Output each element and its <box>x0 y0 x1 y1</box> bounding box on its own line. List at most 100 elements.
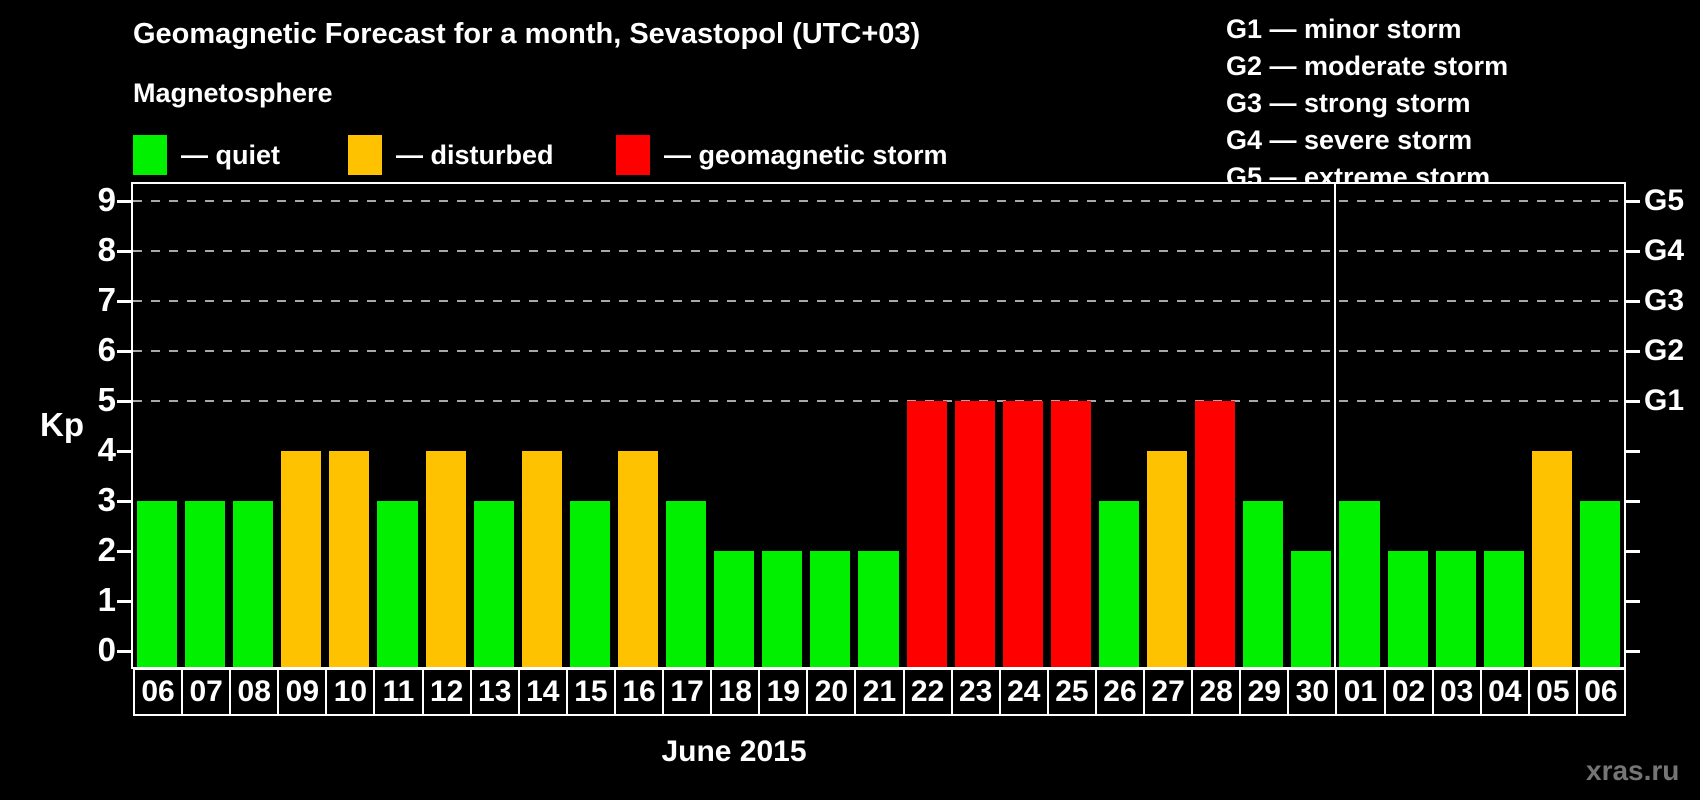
g-legend-line-3: G3 — strong storm <box>1226 88 1471 118</box>
kp-bar-day-02 <box>1387 551 1428 667</box>
gridline-kp9 <box>133 200 1624 202</box>
date-cell-label: 06 <box>141 675 175 708</box>
g-legend-line-2: G2 — moderate storm <box>1226 51 1509 81</box>
date-cell-05: 05 <box>1527 668 1578 716</box>
left-y-tick-7 <box>117 299 131 303</box>
date-cell-label: 27 <box>1151 675 1185 708</box>
kp-bar-day-18 <box>714 551 755 667</box>
date-cell-12: 12 <box>421 668 472 716</box>
date-cell-label: 09 <box>285 675 320 708</box>
date-cell-label: 14 <box>526 675 560 708</box>
date-cell-label: 07 <box>189 675 223 708</box>
right-y-tick-1 <box>1626 599 1640 603</box>
disturbed-color-swatch-icon <box>348 135 382 175</box>
kp-bar-day-06 <box>1579 501 1620 667</box>
date-cell-06: 06 <box>133 668 184 716</box>
date-cell-03: 03 <box>1431 668 1482 716</box>
date-cell-07: 07 <box>181 668 232 716</box>
kp-bar-day-15 <box>569 501 610 667</box>
date-cell-26: 26 <box>1094 668 1146 716</box>
right-y-tick-0 <box>1626 649 1640 653</box>
g-level-label-g3: G3 <box>1644 284 1685 317</box>
gridline-kp8 <box>133 250 1624 252</box>
kp-bar-day-20 <box>810 551 851 667</box>
kp-bar-day-06 <box>137 501 178 667</box>
date-cell-21: 21 <box>854 668 905 716</box>
y-tick-label-7: 7 <box>97 281 116 318</box>
date-cell-label: 03 <box>1439 675 1474 708</box>
date-cell-22: 22 <box>902 668 953 716</box>
plot-area <box>117 182 1640 669</box>
watermark: xras.ru <box>1586 755 1680 786</box>
left-y-tick-1 <box>117 599 131 603</box>
kp-bar-day-23 <box>954 401 995 667</box>
date-cell-label: 08 <box>237 675 271 708</box>
kp-bar-day-09 <box>281 451 322 667</box>
right-y-tick-2 <box>1626 549 1640 553</box>
right-y-tick-6 <box>1626 349 1640 353</box>
y-tick-label-6: 6 <box>97 331 116 368</box>
kp-bar-day-28 <box>1195 401 1236 667</box>
kp-bar-day-21 <box>858 551 899 667</box>
date-cell-label: 11 <box>382 675 415 708</box>
y-tick-label-3: 3 <box>97 481 116 518</box>
date-cell-06: 06 <box>1575 668 1626 716</box>
quiet-color-swatch-icon <box>133 135 167 175</box>
kp-bar-day-04 <box>1483 551 1524 667</box>
kp-bar-day-22 <box>906 401 947 667</box>
month-separator-line <box>1334 184 1337 667</box>
date-cell-label: 30 <box>1295 675 1330 708</box>
date-cell-label: 26 <box>1103 675 1137 708</box>
kp-bar-day-19 <box>762 551 803 667</box>
y-tick-label-2: 2 <box>97 531 116 568</box>
left-y-tick-9 <box>117 199 131 203</box>
legend-item-disturbed: — disturbed <box>348 135 554 175</box>
date-cell-29: 29 <box>1239 668 1290 716</box>
legend-item-storm: — geomagnetic storm <box>616 135 948 175</box>
legend-item-label: — geomagnetic storm <box>664 139 948 170</box>
kp-bar-day-27 <box>1147 451 1188 667</box>
date-cell-16: 16 <box>613 668 665 716</box>
y-tick-label-1: 1 <box>97 581 116 618</box>
legend-item-label: — disturbed <box>396 139 554 170</box>
date-cell-24: 24 <box>998 668 1049 716</box>
date-cell-label: 29 <box>1247 675 1281 708</box>
date-cell-13: 13 <box>469 668 520 716</box>
date-cell-02: 02 <box>1383 668 1434 716</box>
date-cell-14: 14 <box>517 668 568 716</box>
kp-bar-day-25 <box>1050 401 1091 667</box>
date-cell-04: 04 <box>1479 668 1530 716</box>
gridline-kp6 <box>133 350 1624 352</box>
g-level-label-g1: G1 <box>1644 384 1685 417</box>
left-y-tick-8 <box>117 249 131 253</box>
y-tick-label-9: 9 <box>97 181 116 218</box>
right-y-tick-5 <box>1626 399 1640 403</box>
y-tick-label-5: 5 <box>97 381 116 418</box>
g-legend-line-4: G4 — severe storm <box>1226 125 1473 155</box>
magnetosphere-legend-heading: Magnetosphere <box>133 78 333 108</box>
kp-bar-day-16 <box>617 451 659 667</box>
date-cell-19: 19 <box>758 668 809 716</box>
date-cell-label: 01 <box>1343 675 1378 708</box>
storm-color-swatch-icon <box>616 135 650 175</box>
kp-bar-day-12 <box>425 451 466 667</box>
date-cell-label: 12 <box>429 675 464 708</box>
date-cell-label: 06 <box>1584 675 1618 708</box>
legend-item-label: — quiet <box>181 139 280 170</box>
date-cell-label: 22 <box>910 675 945 708</box>
right-y-tick-7 <box>1626 299 1640 303</box>
y-tick-label-0: 0 <box>97 631 116 668</box>
date-cell-label: 15 <box>574 675 608 708</box>
g-level-label-g2: G2 <box>1644 334 1685 367</box>
date-cell-20: 20 <box>806 668 857 716</box>
g-legend-line-1: G1 — minor storm <box>1226 14 1462 44</box>
right-y-tick-8 <box>1626 249 1640 253</box>
date-cell-label: 10 <box>333 675 368 708</box>
date-cell-23: 23 <box>950 668 1001 716</box>
y-tick-label-4: 4 <box>97 431 116 468</box>
kp-bar-day-17 <box>666 501 707 667</box>
left-y-tick-0 <box>117 649 131 653</box>
y-tick-label-8: 8 <box>97 231 116 268</box>
kp-bar-day-24 <box>1002 401 1043 667</box>
